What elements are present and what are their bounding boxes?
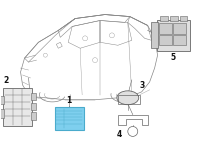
Text: 2: 2 <box>4 76 9 85</box>
FancyBboxPatch shape <box>0 96 4 104</box>
FancyBboxPatch shape <box>31 93 36 100</box>
FancyBboxPatch shape <box>31 102 36 110</box>
FancyBboxPatch shape <box>0 110 4 118</box>
FancyBboxPatch shape <box>180 16 187 21</box>
Text: 3: 3 <box>140 81 145 90</box>
FancyBboxPatch shape <box>31 112 36 120</box>
Text: 5: 5 <box>171 53 176 62</box>
Text: 1: 1 <box>67 96 72 105</box>
FancyBboxPatch shape <box>173 35 186 45</box>
FancyBboxPatch shape <box>151 22 158 49</box>
FancyBboxPatch shape <box>55 107 84 130</box>
FancyBboxPatch shape <box>157 20 190 51</box>
Text: 4: 4 <box>116 130 121 139</box>
FancyBboxPatch shape <box>160 16 168 21</box>
FancyBboxPatch shape <box>159 23 172 34</box>
FancyBboxPatch shape <box>3 88 32 126</box>
Ellipse shape <box>117 91 139 105</box>
FancyBboxPatch shape <box>173 23 186 34</box>
FancyBboxPatch shape <box>170 16 178 21</box>
FancyBboxPatch shape <box>159 35 172 45</box>
